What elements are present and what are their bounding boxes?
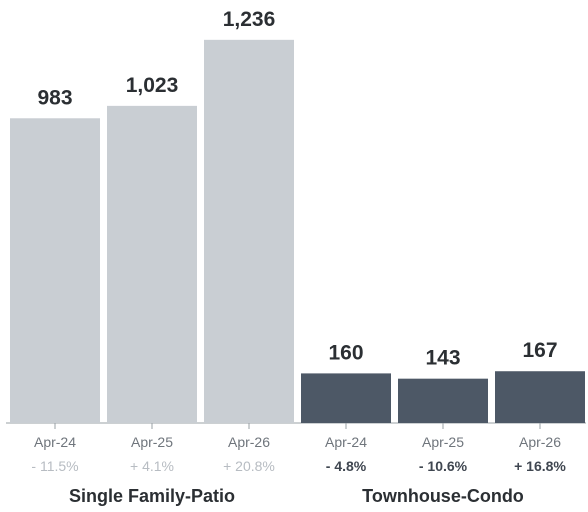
- data-label: 983: [37, 86, 72, 109]
- x-tick-label: Apr-24: [325, 434, 367, 450]
- x-tick-label: Apr-26: [519, 434, 561, 450]
- data-label: 160: [328, 341, 363, 364]
- data-label: 167: [522, 339, 557, 362]
- bar: [398, 378, 488, 423]
- x-tick-label: Apr-25: [131, 434, 173, 450]
- change-label: - 11.5%: [31, 458, 78, 474]
- data-label: 1,023: [126, 74, 179, 97]
- change-label: + 20.8%: [223, 458, 275, 474]
- bar: [10, 118, 100, 424]
- change-label: - 4.8%: [326, 458, 367, 474]
- x-tick-label: Apr-25: [422, 434, 464, 450]
- bar: [301, 373, 391, 423]
- x-tick-label: Apr-24: [34, 434, 76, 450]
- bar: [495, 371, 585, 423]
- change-label: + 4.1%: [130, 458, 174, 474]
- group-label: Townhouse-Condo: [362, 486, 524, 506]
- change-label: - 10.6%: [419, 458, 468, 474]
- group-label: Single Family-Patio: [69, 486, 235, 506]
- data-label: 143: [425, 347, 460, 370]
- change-label: + 16.8%: [514, 458, 566, 474]
- data-label: 1,236: [223, 8, 276, 31]
- bar: [204, 39, 294, 424]
- bar: [107, 105, 197, 424]
- x-tick-label: Apr-26: [228, 434, 270, 450]
